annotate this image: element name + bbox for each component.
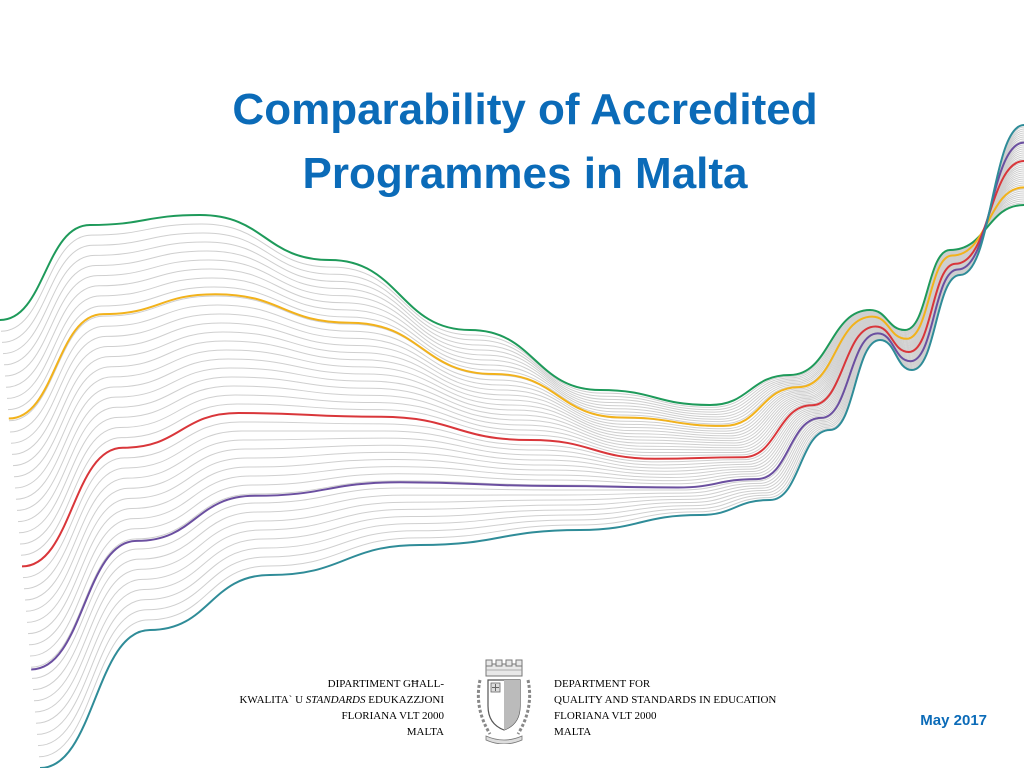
wave-line-grey	[15, 172, 1024, 500]
wave-line-grey	[22, 158, 1024, 579]
maltese-line-2: KWALITA` U STANDARDS EDUKAZZJONI	[239, 694, 444, 706]
wave-line-grey	[12, 178, 1024, 467]
wave-line-grey	[11, 180, 1024, 455]
wave-line-grey	[35, 132, 1024, 724]
department-name-maltese: DIPARTIMENT GĦALL- KWALITA` U STANDARDS …	[239, 676, 444, 740]
english-line-4: MALTA	[554, 726, 592, 738]
wave-line-grey	[25, 152, 1024, 612]
title-line-2: Programmes in Malta	[302, 149, 748, 198]
wave-line-grey	[28, 146, 1024, 646]
wave-line-purple	[31, 141, 1024, 671]
wave-line-green	[0, 204, 1024, 407]
english-line-1: DEPARTMENT FOR	[554, 678, 651, 690]
english-line-3: FLORIANA VLT 2000	[554, 710, 657, 722]
wave-line-grey	[18, 166, 1024, 534]
wave-line-grey	[1, 200, 1024, 411]
wave-line-grey	[4, 194, 1024, 418]
wave-line-grey	[24, 154, 1024, 601]
wave-line-grey	[27, 148, 1024, 635]
wave-line-grey	[36, 130, 1024, 735]
slide-title: Comparability of Accredited Programmes i…	[100, 78, 950, 206]
maltese-line-1: DIPARTIMENT GĦALL-	[327, 678, 444, 690]
wave-line-yellow	[8, 186, 1024, 427]
malta-coat-of-arms-icon	[476, 659, 532, 744]
wave-line-grey	[2, 198, 1024, 413]
wave-line-grey	[20, 162, 1024, 556]
wave-line-grey	[19, 164, 1024, 545]
wave-line-grey	[30, 142, 1024, 668]
slide-date: May 2017	[920, 712, 987, 729]
english-line-2: QUALITY AND STANDARDS IN EDUCATION	[554, 694, 777, 706]
wave-line-grey	[13, 176, 1024, 478]
wave-line-grey	[23, 156, 1024, 590]
wave-line-teal	[39, 124, 1024, 768]
maltese-line-3: FLORIANA VLT 2000	[341, 710, 444, 722]
wave-line-grey	[16, 170, 1024, 511]
wave-line-grey	[3, 196, 1024, 416]
wave-line-grey	[37, 128, 1024, 747]
wave-line-grey	[17, 168, 1024, 523]
department-name-english: DEPARTMENT FOR QUALITY AND STANDARDS IN …	[554, 676, 776, 740]
wave-line-grey	[34, 134, 1024, 713]
maltese-line-4: MALTA	[406, 726, 444, 738]
wave-line-grey	[14, 174, 1024, 489]
wave-line-grey	[33, 136, 1024, 702]
title-line-1: Comparability of Accredited	[232, 85, 818, 134]
wave-line-grey	[5, 192, 1024, 420]
wave-line-grey	[6, 190, 1024, 423]
wave-line-grey	[32, 138, 1024, 691]
wave-line-grey	[10, 182, 1024, 444]
wave-line-grey	[26, 150, 1024, 623]
wave-line-red	[21, 160, 1024, 568]
